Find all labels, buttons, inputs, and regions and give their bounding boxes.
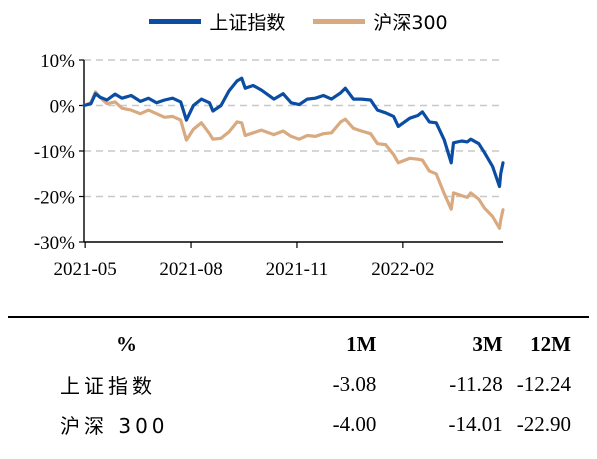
table-row: 沪深 300 -4.00 -14.01 -22.90 [8, 404, 589, 444]
header-1m: 1M [346, 331, 377, 356]
y-tick-label: -10% [34, 142, 75, 163]
grid-lines [84, 59, 503, 198]
table-top-rule [8, 316, 589, 318]
y-tick-label: -30% [34, 233, 75, 254]
cell-12m: -12.24 [516, 371, 571, 396]
series-line-sse [82, 76, 505, 189]
table-row: 上证指数 -3.08 -11.28 -12.24 [8, 364, 589, 404]
legend-label-sse: 上证指数 [209, 12, 286, 34]
line-chart: 10%0%-10%-20%-30% 2021-05 2021-08 2021-11 2… [34, 51, 505, 280]
y-tick-label: -20% [34, 188, 75, 209]
row-label: 沪深 300 [60, 413, 169, 438]
x-tick-label: 2021-05 [53, 259, 116, 280]
x-tick-label: 2022-02 [371, 259, 434, 280]
legend-item-sse: 上证指数 [149, 8, 285, 35]
returns-table: % 1M 3M 12M 上证指数 -3.08 -11.28 -12.24 沪深 … [8, 324, 589, 444]
axes [79, 59, 503, 248]
y-tick-label: 10% [40, 51, 75, 72]
legend-swatch-csi300 [313, 19, 366, 24]
y-tick-label: 0% [50, 97, 76, 118]
cell-3m: -14.01 [448, 411, 503, 436]
cell-3m: -11.28 [449, 371, 503, 396]
chart-legend: 上证指数 沪深300 [0, 8, 597, 35]
series-line-csi300 [82, 90, 505, 230]
cell-12m: -22.90 [516, 411, 571, 436]
x-tick-label: 2021-08 [159, 259, 222, 280]
legend-swatch-sse [149, 19, 202, 24]
legend-label-csi300: 沪深300 [373, 12, 448, 34]
header-12m: 12M [530, 331, 571, 356]
cell-1m: -3.08 [332, 371, 377, 396]
header-3m: 3M [472, 331, 503, 356]
cell-1m: -4.00 [332, 411, 377, 436]
header-unit: % [116, 331, 137, 356]
table-header-row: % 1M 3M 12M [8, 324, 589, 364]
x-tick-labels: 2021-05 2021-08 2021-11 2022-02 [53, 259, 434, 280]
y-tick-labels: 10% 0% -10% -20% -30% [34, 51, 75, 254]
legend-item-csi300: 沪深300 [313, 8, 448, 35]
x-tick-label: 2021-11 [266, 259, 329, 280]
row-label: 上证指数 [60, 373, 156, 398]
series-lines [82, 76, 505, 230]
